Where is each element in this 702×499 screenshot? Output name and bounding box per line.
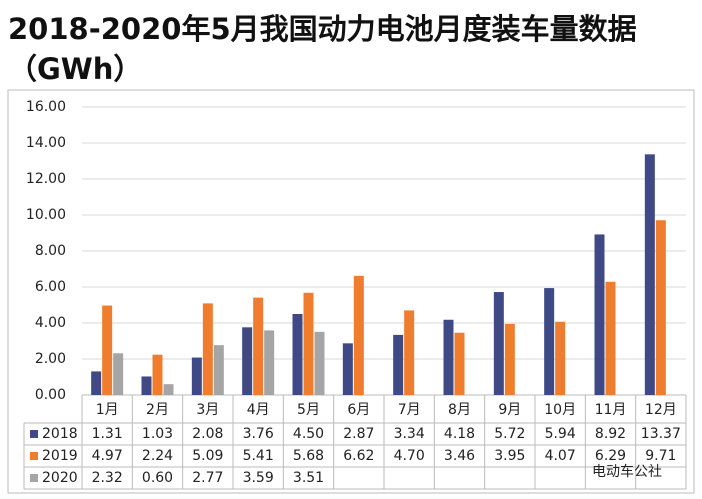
x-tick-label: 6月	[347, 402, 370, 418]
bar	[152, 354, 163, 395]
y-tick-label: 2.00	[35, 351, 66, 367]
x-tick-label: 1月	[96, 402, 119, 418]
legend-swatch	[30, 474, 38, 482]
chart-title: 2018-2020年5月我国动力电池月度装车量数据	[8, 12, 637, 46]
bar	[314, 331, 325, 395]
y-tick-label: 10.00	[26, 207, 66, 223]
legend-label: 2020	[42, 470, 78, 486]
bar	[113, 353, 124, 395]
bar	[191, 357, 202, 395]
y-tick-label: 16.00	[26, 99, 66, 115]
bar	[242, 327, 253, 395]
x-tick-label: 7月	[398, 402, 421, 418]
table-value: 1.31	[92, 426, 123, 442]
y-tick-label: 12.00	[26, 171, 66, 187]
bar	[303, 292, 314, 395]
bar	[253, 297, 264, 395]
bar	[605, 281, 616, 395]
legend-swatch	[30, 452, 38, 460]
bar	[594, 234, 605, 395]
table-value: 4.50	[293, 426, 324, 442]
legend-label: 2019	[42, 448, 78, 464]
bar	[342, 343, 353, 395]
table-value: 5.41	[243, 448, 274, 464]
table-value: 5.68	[293, 448, 324, 464]
bar	[393, 334, 404, 395]
x-tick-label: 2月	[146, 402, 169, 418]
bar	[454, 332, 465, 395]
legend-label: 2018	[42, 426, 78, 442]
table-value: 5.72	[494, 426, 525, 442]
chart-frame	[7, 89, 695, 494]
bar	[644, 154, 655, 395]
table-value: 3.76	[243, 426, 274, 442]
bar	[91, 371, 102, 395]
table-value: 2.87	[343, 426, 374, 442]
table-value: 1.03	[142, 426, 173, 442]
table-value: 3.59	[243, 470, 274, 486]
x-tick-label: 11月	[595, 402, 627, 418]
bar	[555, 321, 566, 395]
table-value: 4.97	[92, 448, 123, 464]
table-value: 2.77	[192, 470, 223, 486]
table-value: 0.60	[142, 470, 173, 486]
table-value: 5.09	[192, 448, 223, 464]
watermark: 电动车公社	[592, 463, 662, 480]
bar	[102, 305, 113, 395]
table-value: 5.94	[545, 426, 576, 442]
x-tick-label: 3月	[196, 402, 219, 418]
table-value: 9.71	[645, 448, 676, 464]
bar	[353, 275, 364, 395]
bar	[655, 220, 666, 395]
table-value: 6.29	[595, 448, 626, 464]
bar	[202, 303, 213, 395]
table-value: 3.51	[293, 470, 324, 486]
bar	[292, 314, 303, 395]
x-tick-label: 4月	[247, 402, 270, 418]
legend-swatch	[30, 430, 38, 438]
x-tick-label: 12月	[645, 402, 677, 418]
table-value: 3.46	[444, 448, 475, 464]
table-value: 4.70	[394, 448, 425, 464]
bar	[443, 319, 454, 395]
x-tick-label: 8月	[448, 402, 471, 418]
table-value: 2.24	[142, 448, 173, 464]
y-tick-label: 6.00	[35, 279, 66, 295]
y-tick-label: 8.00	[35, 243, 66, 259]
bar	[493, 292, 504, 395]
x-tick-label: 9月	[498, 402, 521, 418]
table-value: 2.32	[92, 470, 123, 486]
table-value: 3.34	[394, 426, 425, 442]
y-tick-label: 4.00	[35, 315, 66, 331]
table-value: 6.62	[343, 448, 374, 464]
table-value: 8.92	[595, 426, 626, 442]
bar	[404, 310, 415, 395]
y-tick-label: 14.00	[26, 135, 66, 151]
bar	[141, 376, 152, 395]
bar	[504, 323, 515, 395]
bar	[264, 330, 275, 395]
table-value: 4.18	[444, 426, 475, 442]
chart-subtitle: （GWh）	[8, 52, 143, 86]
bar	[213, 345, 224, 395]
table-value: 3.95	[494, 448, 525, 464]
bar	[163, 384, 174, 395]
x-tick-label: 5月	[297, 402, 320, 418]
y-tick-label: 0.00	[35, 387, 66, 403]
table-value: 2.08	[192, 426, 223, 442]
table-value: 4.07	[545, 448, 576, 464]
table-value: 13.37	[641, 426, 681, 442]
bar	[544, 288, 555, 395]
x-tick-label: 10月	[544, 402, 576, 418]
